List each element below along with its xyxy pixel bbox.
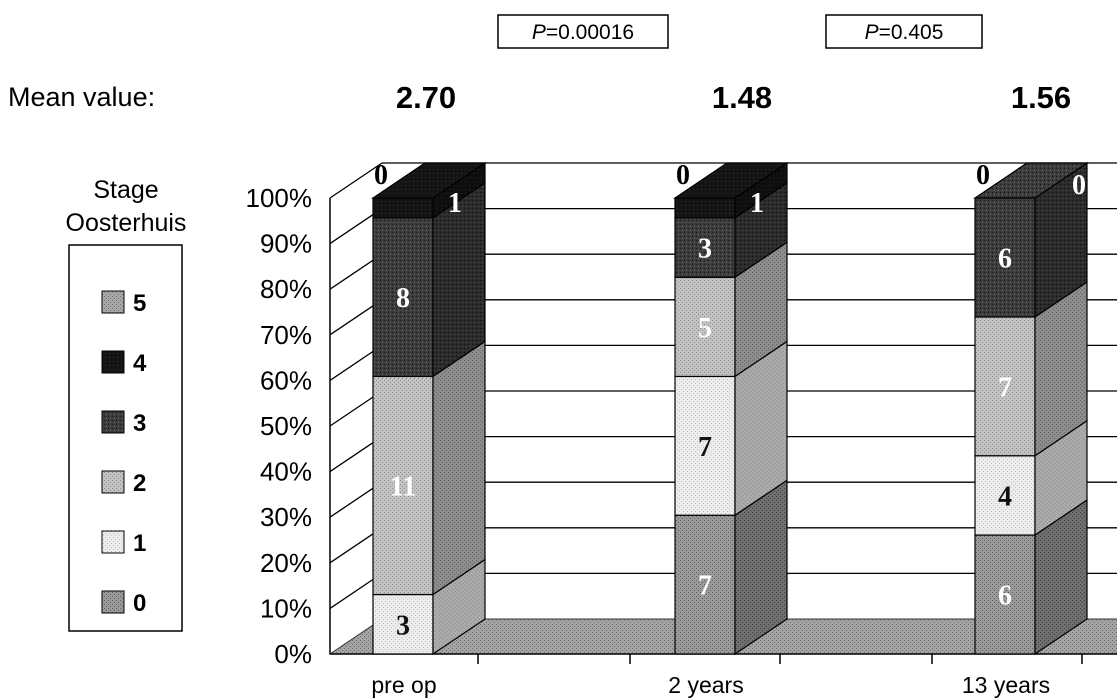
mean-value-pre-op: 2.70 [396,80,456,115]
data-labels: 3 11 8 1 0 7 7 5 3 1 0 6 4 7 6 0 0 [374,160,1086,641]
legend-label-stage-1: 1 [133,530,146,557]
mean-value-2-years: 1.48 [712,80,772,115]
bar-segment-13-years-stage-1 [974,419,1088,537]
bar-2-years [673,161,789,656]
bar-labels-2-years: 7 7 5 3 1 0 [676,160,764,602]
data-label-13-years-stage-1: 4 [998,481,1012,512]
legend-item-stage-1: 1 [101,530,146,557]
legend-title-line-2: Oosterhuis [66,209,187,237]
legend-swatch-stage-3 [101,410,125,434]
svg-text:P=0.405: P=0.405 [865,21,944,44]
data-label-pre-op-stage-3: 8 [396,283,410,314]
bar-pre-op [371,161,487,656]
legend-swatch-stage-4 [101,350,125,374]
legend-label-stage-3: 3 [133,410,146,437]
legend-item-stage-2: 2 [101,470,146,497]
legend-label-stage-0: 0 [133,590,146,617]
legend-box [68,244,183,632]
bar-segment-2-years-stage-4 [674,161,788,219]
legend-swatch-stage-0 [101,590,125,614]
bar-top-pre-op [371,162,487,199]
p-value-1-text: =0.00016 [546,21,634,44]
bar-top-13-years [973,162,1089,199]
y-tick-label-40: 40% [260,457,312,487]
data-label-2-years-stage-2: 5 [698,313,712,344]
y-tick-label-10: 10% [260,593,312,623]
y-tick-label-30: 30% [260,502,312,532]
bar-labels-pre-op: 3 11 8 1 0 [374,160,462,641]
gridline-diagonal-100 [329,162,383,199]
bar-segment-pre-op-stage-2 [372,340,486,596]
data-label-2-years-stage-0: 7 [698,571,712,602]
mean-value-13-years: 1.56 [1011,80,1071,115]
bar-segment-13-years-stage-3 [974,161,1088,319]
p-value-box-1: P=0.00016 [497,14,669,49]
legend-swatch-stage-5 [101,290,125,314]
legend-title-line-1: Stage [93,176,158,204]
x-tick-label-13-years: 13 years [962,672,1050,698]
legend-item-stage-5: 5 [101,290,146,317]
data-label-2-years-stage-3: 3 [698,234,712,265]
bar-segment-13-years-stage-0 [974,498,1088,656]
legend-item-stage-0: 0 [101,590,146,617]
bar-segment-pre-op-stage-4 [372,161,486,219]
legend-label-stage-5: 5 [133,290,146,317]
x-tick-label-pre-op: pre op [371,672,436,698]
bar-segment-pre-op-stage-3 [372,181,486,378]
bar-segment-13-years-stage-2 [974,280,1088,457]
data-label-2-years-stage-5: 0 [676,160,690,191]
data-label-pre-op-stage-1: 3 [396,610,410,641]
bars [371,161,1089,656]
y-tick-label-100: 100% [246,183,313,213]
data-label-2-years-stage-4: 1 [750,188,764,219]
mean-label: Mean value: [8,82,155,112]
y-tick-label-50: 50% [260,411,312,441]
legend-swatch-stage-1 [101,530,125,554]
legend-swatch-stage-2 [101,470,125,494]
legend: Stage Oosterhuis 5 4 3 2 1 0 [66,176,187,632]
data-label-2-years-stage-1: 7 [698,432,712,463]
axes: 0% 10% 20% 30% 40% 50% 60% 70% 80% 90% 100% pre op 2… [246,183,1117,698]
y-tick-label-70: 70% [260,320,312,350]
y-tick-label-60: 60% [260,365,312,395]
svg-text:P=0.00016: P=0.00016 [532,21,634,44]
data-label-13-years-stage-2: 7 [998,372,1012,403]
legend-label-stage-4: 4 [133,350,147,377]
p-value-2-prefix: P [865,21,879,44]
legend-item-stage-4: 4 [101,350,147,377]
data-label-13-years-stage-3: 6 [998,243,1012,274]
p-value-1-prefix: P [532,21,546,44]
bar-top-2-years [673,162,789,199]
y-tick-label-90: 90% [260,229,312,259]
data-label-pre-op-stage-2: 11 [390,471,416,502]
bar-segment-pre-op-stage-1 [372,558,486,656]
bar-segment-2-years-stage-0 [674,479,788,656]
bar-13-years [973,161,1089,656]
bar-segment-2-years-stage-1 [674,340,788,517]
data-label-13-years-stage-5: 0 [1072,170,1086,201]
p-value-2-text: =0.405 [879,21,944,44]
data-label-pre-op-stage-5: 0 [374,160,388,191]
bar-labels-13-years: 6 4 7 6 0 0 [976,160,1086,612]
data-label-13-years-stage-0: 6 [998,581,1012,612]
y-tick-label-80: 80% [260,274,312,304]
header: P=0.00016 P=0.405 Mean value: 2.70 1.48 … [8,14,1071,115]
x-tick-label-2-years: 2 years [668,672,743,698]
bar-segment-2-years-stage-2 [674,241,788,378]
y-tick-label-20: 20% [260,548,312,578]
p-value-box-2: P=0.405 [825,14,983,49]
data-label-13-years-stage-4: 0 [976,160,990,191]
legend-item-stage-3: 3 [101,410,146,437]
data-label-pre-op-stage-4: 1 [448,188,462,219]
legend-label-stage-2: 2 [133,470,146,497]
y-tick-label-0: 0% [274,639,312,669]
